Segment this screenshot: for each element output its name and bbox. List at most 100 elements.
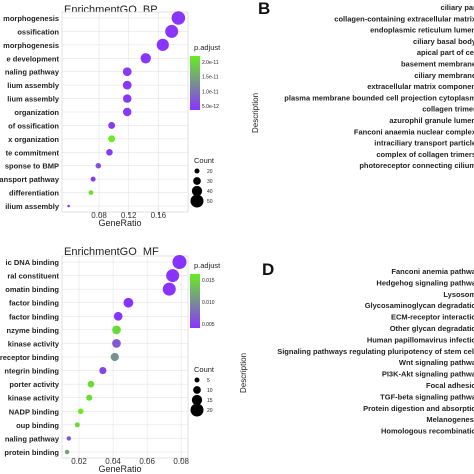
legend-colorbar-label: 1.0e-11 bbox=[202, 89, 219, 95]
category-label: ossification bbox=[17, 27, 59, 36]
legend-size-dot bbox=[190, 403, 204, 417]
description-label: photoreceptor connecting cilium bbox=[359, 161, 474, 170]
legend-color-title: p.adjust bbox=[194, 43, 221, 52]
category-label: oup binding bbox=[16, 421, 59, 430]
legend-colorbar bbox=[190, 274, 200, 328]
description-label: Lysosom bbox=[443, 290, 474, 299]
data-point bbox=[122, 94, 132, 103]
panel-c-legend: p.adjust 0.015 0.010 0.005 Count 5 10 15 20 bbox=[190, 261, 221, 417]
data-point bbox=[122, 67, 132, 77]
panel-b-cc-list: B Description ciliary par collagen-contai… bbox=[251, 0, 474, 170]
data-point bbox=[112, 325, 121, 335]
category-label: naling pathway bbox=[5, 68, 60, 77]
category-label: sponse to BMP bbox=[5, 162, 59, 171]
description-label: Melanogenesi bbox=[426, 415, 474, 424]
description-label: endoplasmic reticulum lumen bbox=[370, 26, 474, 35]
data-point bbox=[64, 449, 70, 455]
data-point bbox=[112, 339, 121, 348]
legend-colorbar-label: 0.010 bbox=[202, 300, 215, 306]
category-label: of ossification bbox=[8, 121, 59, 130]
category-label: lium assembly bbox=[7, 95, 60, 104]
category-label: ic DNA binding bbox=[6, 258, 60, 267]
category-label: omatin binding bbox=[5, 285, 59, 294]
category-label: morphogenesis bbox=[3, 14, 59, 23]
category-label: protein binding bbox=[4, 448, 59, 457]
category-label: organization bbox=[14, 108, 59, 117]
data-point bbox=[108, 121, 116, 129]
panel-a-points bbox=[67, 11, 186, 208]
description-label: Protein digestion and absorptio bbox=[363, 404, 474, 413]
data-point bbox=[113, 311, 123, 321]
category-label: x organization bbox=[8, 135, 59, 144]
data-point bbox=[123, 297, 134, 308]
data-point bbox=[166, 269, 180, 283]
legend-size-label: 10 bbox=[207, 388, 213, 394]
legend-size-label: 40 bbox=[207, 189, 213, 195]
legend-size-label: 50 bbox=[207, 199, 213, 205]
panel-b-letter: B bbox=[258, 0, 270, 18]
panel-b-y-axis-title: Description bbox=[251, 93, 260, 133]
description-label: Fanconi anaemia nuclear complex bbox=[354, 127, 474, 136]
description-label: Homologous recombinatio bbox=[381, 427, 474, 436]
description-label: azurophil granule lumen bbox=[389, 116, 474, 125]
data-point bbox=[66, 436, 72, 441]
description-label: collagen trimer bbox=[422, 105, 474, 114]
category-label: differentiation bbox=[9, 189, 59, 198]
category-label: naling pathway bbox=[5, 434, 60, 443]
x-tick-label: 0.06 bbox=[139, 457, 155, 466]
category-label: ilium assembly bbox=[5, 202, 60, 211]
data-point bbox=[86, 394, 93, 401]
legend-size-dot bbox=[194, 377, 200, 383]
category-label: ng receptor binding bbox=[0, 353, 59, 362]
legend-size-dot bbox=[193, 177, 201, 185]
panel-c-points bbox=[64, 254, 187, 455]
data-point bbox=[162, 282, 176, 296]
description-label: Wnt signaling pathwa bbox=[399, 358, 474, 367]
description-label: Hedgehog signaling pathwa bbox=[376, 278, 474, 287]
category-label: morphogenesis bbox=[3, 41, 59, 50]
description-label: complex of collagen trimers bbox=[376, 150, 474, 159]
legend-colorbar-label: 1.5e-11 bbox=[202, 75, 219, 81]
legend-size-label: 30 bbox=[207, 179, 213, 185]
description-label: PI3K-Akt signaling pathwa bbox=[382, 370, 474, 379]
data-point bbox=[67, 204, 70, 208]
description-label: ciliary membrane bbox=[414, 71, 474, 80]
legend-size-dot bbox=[191, 185, 203, 197]
description-label: Signaling pathways regulating pluripoten… bbox=[277, 347, 474, 356]
description-label: ciliary par bbox=[441, 3, 474, 12]
category-label: ansport pathway bbox=[0, 175, 60, 184]
category-label: porter activity bbox=[9, 380, 59, 389]
legend-size-label: 20 bbox=[207, 408, 213, 414]
category-label: ntegrin binding bbox=[4, 367, 59, 376]
category-label: kinase activity bbox=[8, 339, 60, 348]
category-label: nzyme binding bbox=[7, 326, 60, 335]
legend-color-title: p.adjust bbox=[194, 261, 221, 270]
x-tick-label: 0.08 bbox=[91, 211, 107, 220]
category-label: e development bbox=[6, 54, 59, 63]
x-tick-label: 0.04 bbox=[105, 457, 121, 466]
legend-size-dot bbox=[191, 394, 203, 406]
legend-size-dot bbox=[194, 168, 200, 174]
panel-c-category-labels: ic DNA binding ral constituent omatin bind… bbox=[0, 258, 60, 457]
legend-size-label: 15 bbox=[207, 398, 213, 404]
panel-b-category-labels: ciliary par collagen-containing extracell… bbox=[284, 3, 474, 170]
data-point bbox=[99, 367, 107, 375]
panel-a-x-ticks: 0.08 0.12 0.16 bbox=[91, 211, 166, 220]
description-label: apical part of cel bbox=[417, 48, 474, 57]
description-label: Focal adhesio bbox=[426, 381, 474, 390]
category-label: factor binding bbox=[9, 312, 59, 321]
description-label: TGF-beta signaling pathwa bbox=[380, 392, 474, 401]
legend-colorbar-label: 5.0e-12 bbox=[202, 104, 219, 110]
data-point bbox=[108, 135, 116, 143]
data-point bbox=[172, 254, 187, 270]
legend-size-title: Count bbox=[194, 156, 215, 165]
data-point bbox=[171, 11, 186, 25]
data-point bbox=[106, 148, 113, 156]
category-label: NADP binding bbox=[9, 407, 60, 416]
data-point bbox=[122, 80, 132, 90]
description-label: extracellular matrix componen bbox=[367, 82, 474, 91]
data-point bbox=[87, 380, 95, 388]
description-label: Fanconi anemia pathwa bbox=[391, 267, 474, 276]
description-label: Other glycan degradatio bbox=[390, 324, 474, 333]
